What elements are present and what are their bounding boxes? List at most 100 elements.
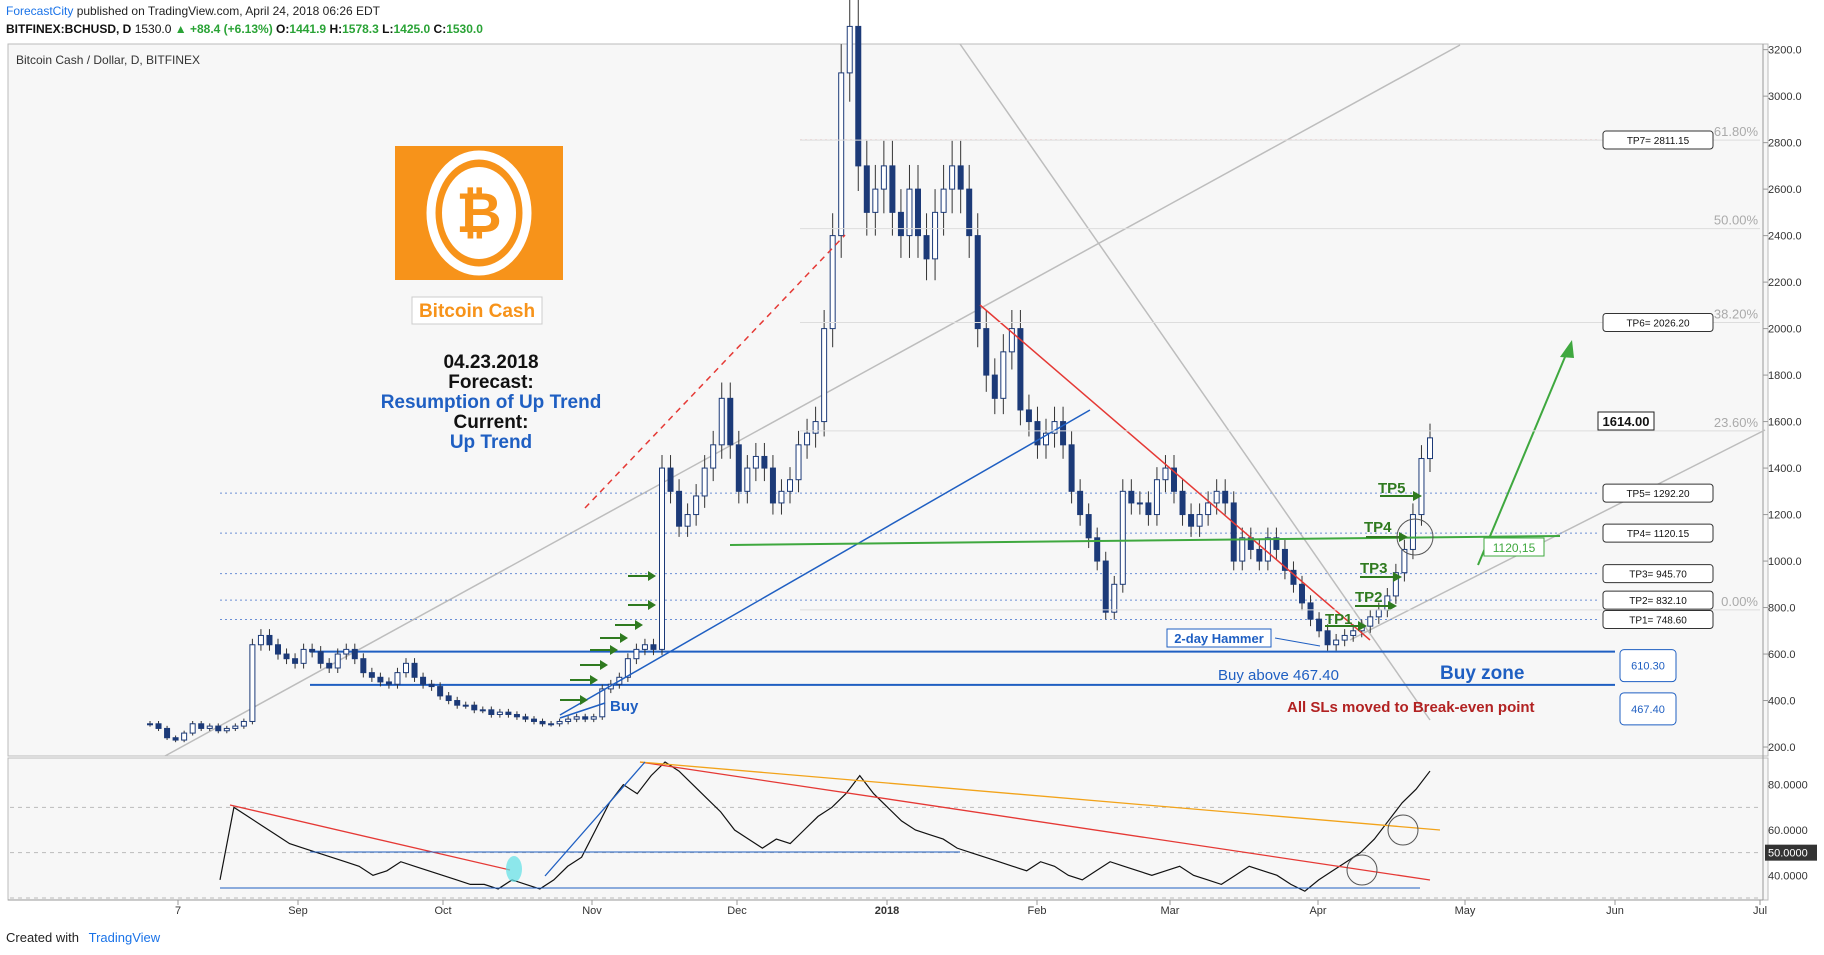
y-tick-label: 3200.0	[1768, 45, 1802, 57]
x-tick-label: Jun	[1606, 905, 1624, 917]
candle-body	[257, 634, 264, 646]
candle-body	[1025, 409, 1032, 423]
candle-body	[582, 716, 589, 720]
footer: Created with TradingView	[6, 930, 160, 945]
candle-body	[1307, 602, 1314, 620]
candle-body	[206, 725, 213, 729]
candle-body	[420, 676, 427, 685]
candle-body	[718, 397, 725, 446]
hammer-pointer	[1274, 637, 1321, 647]
candle-body	[1136, 502, 1143, 505]
tp-callout-label: TP2= 832.10	[1629, 596, 1687, 607]
green-projection-arrow	[1477, 344, 1571, 566]
candle-body	[1068, 444, 1075, 492]
buy-above-label: Buy above 467.40	[1218, 667, 1339, 684]
projection-arrow-head	[1560, 340, 1574, 358]
candle-body	[1427, 437, 1433, 460]
tp-arrow-head	[1413, 491, 1422, 501]
red-dashed-line	[584, 234, 846, 509]
candle-body	[334, 653, 341, 669]
current-label: Current:	[454, 412, 529, 433]
candle-body	[1188, 514, 1195, 527]
candle-body	[1051, 421, 1058, 434]
candle-body	[889, 165, 896, 213]
open-value: 1441.9	[289, 22, 327, 36]
candle-body	[471, 704, 478, 711]
long-trend-line	[164, 44, 1461, 757]
chart-title: Bitcoin Cash / Dollar, D, BITFINEX	[16, 53, 200, 67]
candle-body	[1077, 490, 1084, 516]
fan-line	[959, 43, 1431, 721]
x-tick-label: May	[1455, 905, 1476, 917]
candle-body	[565, 718, 572, 722]
tp-callout-label: TP1= 748.60	[1629, 615, 1687, 626]
fib-label: 61.80%	[1714, 124, 1759, 139]
tp-callout-label: TP5= 1292.20	[1626, 489, 1690, 500]
entry-arrow-head	[648, 600, 656, 610]
y-tick-label: 2400.0	[1768, 231, 1802, 243]
close-value: 1530.0	[446, 22, 483, 36]
green-1120-line	[729, 535, 1561, 546]
candle-body	[906, 188, 913, 237]
fib-label: 38.20%	[1714, 307, 1759, 322]
candle-body	[880, 165, 887, 190]
logo-name: Bitcoin Cash	[419, 301, 535, 322]
candle-body	[1162, 467, 1169, 481]
candle-body	[215, 725, 222, 732]
level-1120-box	[1483, 537, 1545, 557]
y-tick-label: 3000.0	[1768, 91, 1802, 103]
candle-body	[974, 235, 981, 330]
candle-body	[1171, 467, 1177, 492]
buy-zone-top-box	[1619, 649, 1677, 683]
candle-body	[744, 467, 751, 492]
hammer-label: 2-day Hammer	[1174, 631, 1264, 646]
candle-body	[727, 397, 734, 446]
blue-uptrend-line	[559, 409, 1091, 716]
candle-body	[394, 672, 401, 685]
candle-body	[309, 648, 316, 653]
candle-body	[360, 658, 367, 674]
tradingview-link[interactable]: TradingView	[88, 930, 161, 945]
candle-body	[1111, 583, 1118, 613]
entry-arrow-head	[590, 675, 598, 685]
candle-body	[522, 716, 529, 720]
bitcoin-symbol-icon: ₿	[456, 181, 502, 246]
candle-body	[855, 25, 862, 167]
entry-arrow-head	[580, 695, 588, 705]
level-1120-label: 1120,15	[1493, 541, 1536, 555]
candle-body	[624, 658, 631, 678]
y-tick-label: 1800.0	[1768, 370, 1802, 382]
last-price: 1530.0	[134, 22, 172, 36]
y-tick-label: 1000.0	[1768, 556, 1802, 568]
candle-body	[804, 432, 811, 446]
candle-body	[1222, 490, 1229, 504]
tp-arrow-head	[1388, 601, 1397, 611]
y-tick-label: 1600.0	[1768, 417, 1802, 429]
candle-body	[317, 651, 324, 664]
y-tick-label: 1200.0	[1768, 510, 1802, 522]
price-marker: 1614.00	[1603, 414, 1650, 429]
candle-body	[240, 720, 247, 727]
candle-body	[966, 188, 973, 237]
candle-body	[411, 662, 418, 678]
candle-body	[633, 648, 640, 660]
change-up-icon: ▲	[174, 22, 187, 36]
publish-info: published on TradingView.com, April 24, …	[76, 4, 381, 18]
candle-body	[1094, 537, 1101, 562]
candle-body	[735, 444, 742, 492]
candle-body	[343, 648, 350, 655]
candle-body	[1316, 618, 1323, 632]
y-tick-label: 800.0	[1768, 603, 1796, 615]
candle-body	[923, 235, 930, 260]
tp4-circle	[1396, 518, 1434, 556]
candle-body	[172, 737, 179, 741]
candle-body	[1264, 537, 1271, 562]
y-tick-label: 2000.0	[1768, 324, 1802, 336]
candle-body	[1367, 616, 1374, 627]
logo-name-box	[411, 296, 543, 325]
candle-body	[368, 672, 375, 678]
y-tick-label: 2800.0	[1768, 138, 1802, 150]
author-link[interactable]: ForecastCity	[6, 4, 74, 18]
rsi-red-line-1	[229, 804, 511, 871]
